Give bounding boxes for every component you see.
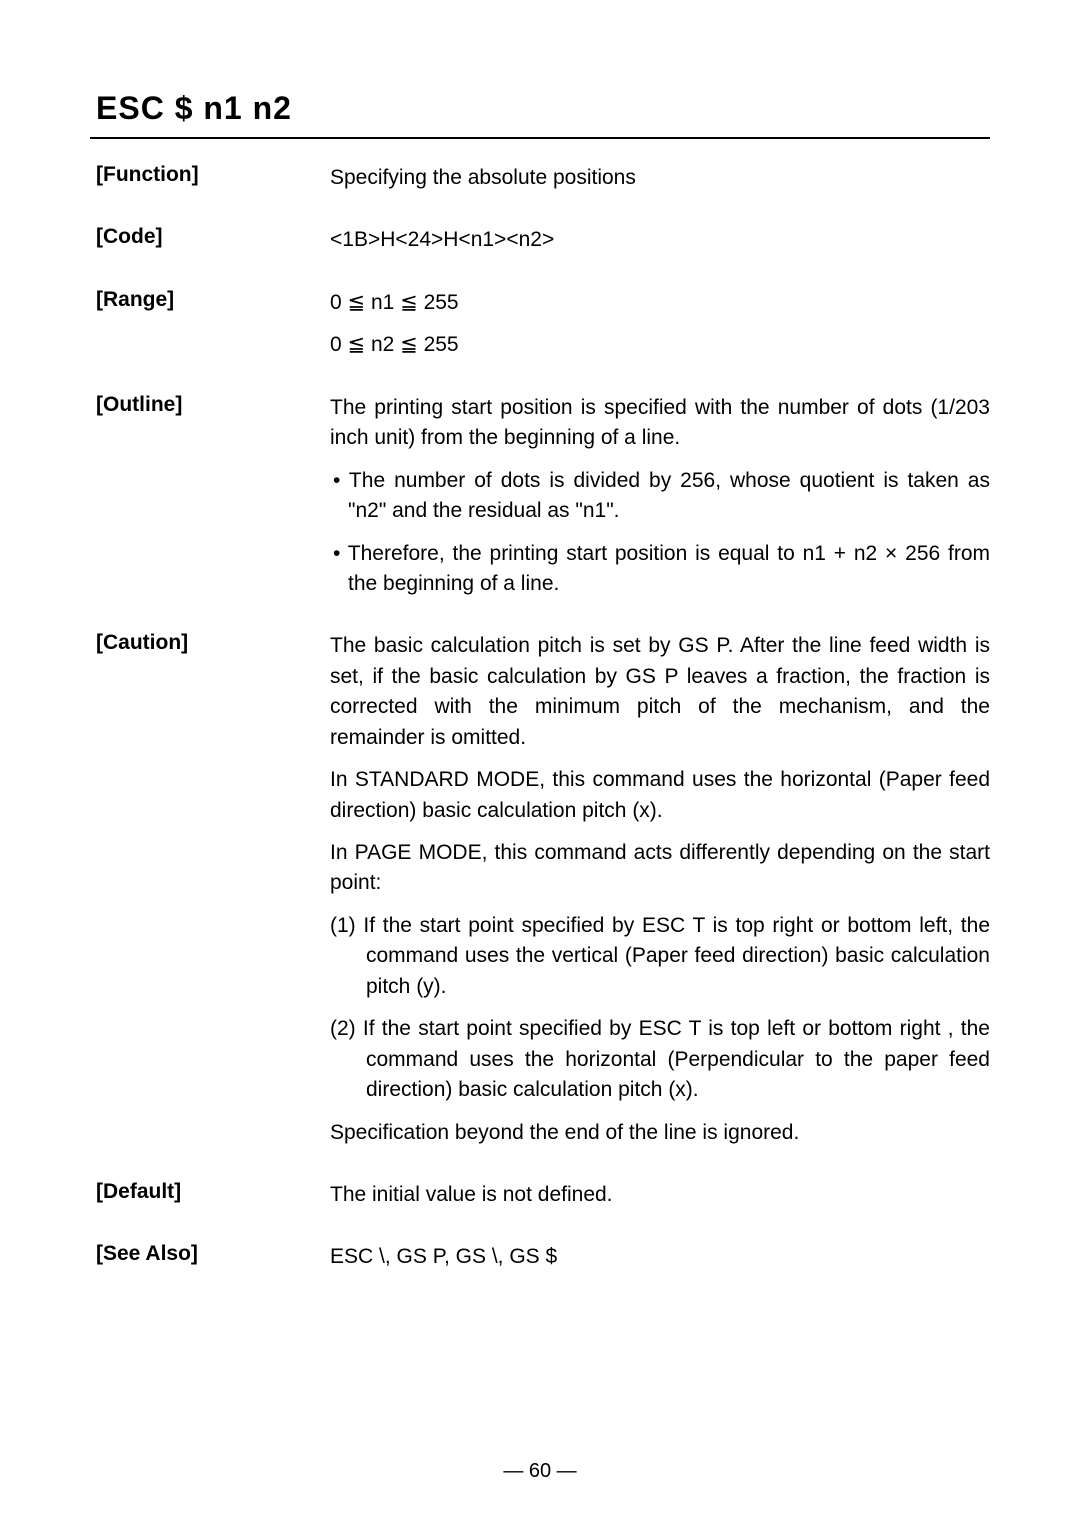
caution-p3: In PAGE MODE, this command acts differen… (330, 838, 990, 899)
label-default: [Default] (90, 1180, 330, 1222)
content-outline: The printing start position is specified… (330, 393, 990, 612)
row-outline: [Outline] The printing start position is… (90, 393, 990, 612)
caution-p2: In STANDARD MODE, this command uses the … (330, 765, 990, 826)
caution-n2: (2) If the start point specified by ESC … (330, 1014, 990, 1105)
range-line2: 0 ≦ n2 ≦ 255 (330, 330, 990, 360)
content-code: <1B>H<24>H<n1><n2> (330, 225, 990, 267)
content-function: Specifying the absolute positions (330, 163, 990, 205)
page-number: — 60 — (0, 1460, 1080, 1483)
function-text: Specifying the absolute positions (330, 163, 990, 193)
row-seealso: [See Also] ESC \, GS P, GS \, GS $ (90, 1242, 990, 1284)
outline-p1: The printing start position is specified… (330, 393, 990, 454)
caution-n1: (1) If the start point specified by ESC … (330, 911, 990, 1002)
command-title: ESC $ n1 n2 (90, 90, 990, 127)
content-caution: The basic calculation pitch is set by GS… (330, 631, 990, 1160)
content-default: The initial value is not defined. (330, 1180, 990, 1222)
seealso-text: ESC \, GS P, GS \, GS $ (330, 1242, 990, 1272)
caution-p1: The basic calculation pitch is set by GS… (330, 631, 990, 753)
row-range: [Range] 0 ≦ n1 ≦ 255 0 ≦ n2 ≦ 255 (90, 288, 990, 373)
outline-b2: • Therefore, the printing start position… (330, 539, 990, 600)
outline-b1: • The number of dots is divided by 256, … (330, 466, 990, 527)
row-caution: [Caution] The basic calculation pitch is… (90, 631, 990, 1160)
code-text: <1B>H<24>H<n1><n2> (330, 225, 990, 255)
label-seealso: [See Also] (90, 1242, 330, 1284)
range-line1: 0 ≦ n1 ≦ 255 (330, 288, 990, 318)
caution-p4: Specification beyond the end of the line… (330, 1118, 990, 1148)
content-seealso: ESC \, GS P, GS \, GS $ (330, 1242, 990, 1284)
default-text: The initial value is not defined. (330, 1180, 990, 1210)
row-default: [Default] The initial value is not defin… (90, 1180, 990, 1222)
row-code: [Code] <1B>H<24>H<n1><n2> (90, 225, 990, 267)
row-function: [Function] Specifying the absolute posit… (90, 163, 990, 205)
label-range: [Range] (90, 288, 330, 373)
title-rule (90, 137, 990, 139)
label-function: [Function] (90, 163, 330, 205)
content-range: 0 ≦ n1 ≦ 255 0 ≦ n2 ≦ 255 (330, 288, 990, 373)
label-caution: [Caution] (90, 631, 330, 1160)
label-code: [Code] (90, 225, 330, 267)
label-outline: [Outline] (90, 393, 330, 612)
